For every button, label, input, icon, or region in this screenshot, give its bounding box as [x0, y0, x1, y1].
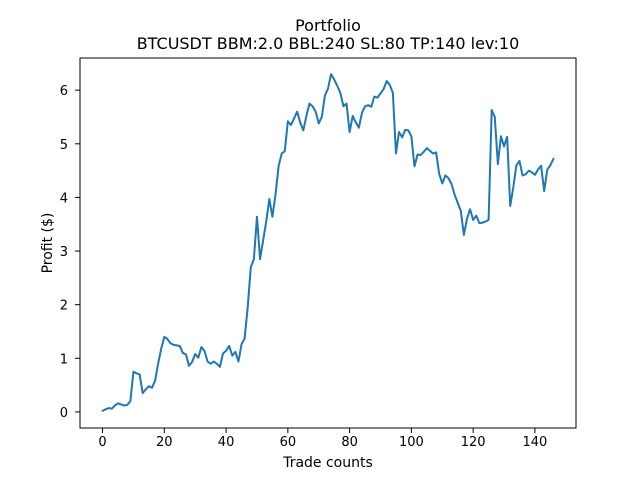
x-axis-label: Trade counts: [282, 455, 373, 471]
x-tick-label: 40: [218, 435, 235, 450]
y-tick-label: 2: [60, 299, 68, 314]
axis-ticks: 0 20 40 60 80 100 120 140 0 1 2 3 4 5 6: [60, 84, 548, 450]
x-tick-label: 120: [461, 435, 486, 450]
x-tick-label: 80: [341, 435, 358, 450]
y-tick-label: 6: [60, 84, 68, 99]
x-tick-label: 140: [523, 435, 548, 450]
chart-subtitle: BTCUSDT BBM:2.0 BBL:240 SL:80 TP:140 lev…: [137, 34, 520, 53]
x-tick-label: 60: [280, 435, 297, 450]
y-axis-label: Profit ($): [40, 213, 56, 274]
y-tick-label: 1: [60, 352, 68, 367]
plot-frame: [79, 57, 577, 429]
chart-title: Portfolio: [295, 16, 361, 35]
y-tick-label: 3: [60, 245, 68, 260]
y-tick-label: 4: [60, 191, 68, 206]
x-tick-label: 20: [156, 435, 173, 450]
x-tick-label: 100: [399, 435, 424, 450]
series-line: [101, 73, 555, 412]
y-tick-label: 5: [60, 138, 68, 153]
y-tick-label: 0: [60, 406, 68, 421]
x-tick-label: 0: [98, 435, 106, 450]
